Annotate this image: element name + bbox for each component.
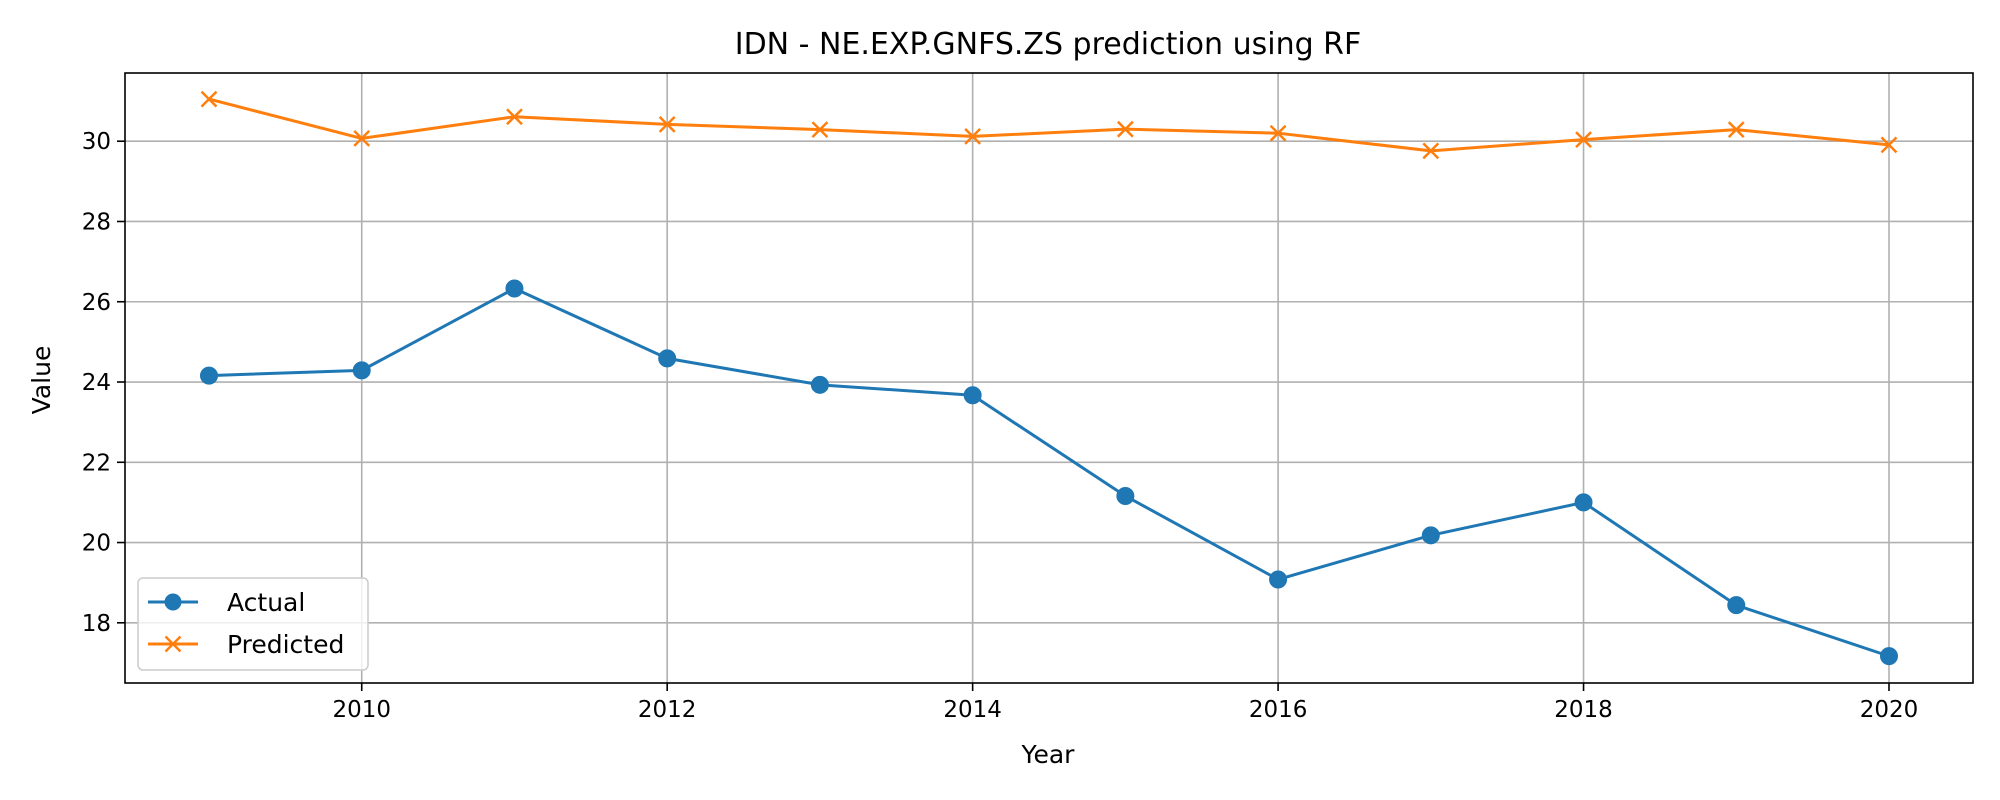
x-axis-label: Year	[1021, 740, 1076, 769]
legend-predicted-label: Predicted	[227, 630, 344, 659]
actual-data-point	[1880, 647, 1898, 666]
actual-data-point	[1269, 570, 1288, 589]
actual-data-point	[963, 386, 982, 405]
actual-data-point	[658, 349, 677, 368]
predicted-series-line	[208, 97, 1890, 153]
series-layer	[200, 90, 1898, 666]
predicted-data-point	[1116, 120, 1134, 138]
predicted-data-point	[1269, 124, 1287, 142]
y-tick-label: 26	[82, 290, 111, 316]
actual-data-point	[1574, 493, 1593, 512]
predicted-data-point	[811, 121, 829, 138]
actual-data-point	[352, 361, 371, 380]
plot-frame	[124, 72, 1974, 684]
chart-title: IDN - NE.EXP.GNFS.ZS prediction using RF	[735, 27, 1362, 62]
legend-actual-marker	[164, 593, 182, 611]
x-tick-label: 2020	[1860, 697, 1919, 723]
y-tick-label: 30	[82, 129, 111, 155]
predicted-data-point	[200, 90, 218, 108]
y-tick-label: 24	[82, 370, 111, 396]
predicted-data-point	[658, 115, 676, 133]
legend: Actual Predicted	[137, 577, 369, 671]
x-tick-label: 2018	[1554, 697, 1613, 723]
y-tick-label: 20	[82, 531, 111, 557]
grid	[125, 73, 1973, 683]
predicted-data-point	[1880, 136, 1898, 154]
y-tick-label: 18	[82, 611, 111, 637]
actual-series-line	[208, 287, 1890, 658]
axes: 2010 2012 2014 2016 2018 2020 18 20 22 24 26 28 30	[82, 129, 1919, 723]
x-tick-label: 2016	[1249, 697, 1308, 723]
legend-predicted-marker	[164, 635, 182, 653]
x-tick-label: 2014	[943, 697, 1002, 723]
actual-data-point	[200, 366, 218, 385]
y-tick-label: 22	[82, 450, 111, 476]
actual-data-point	[505, 279, 524, 298]
predicted-data-point	[1422, 142, 1440, 160]
x-tick-label: 2012	[638, 697, 697, 723]
predicted-data-point	[964, 128, 982, 145]
actual-data-point	[1116, 486, 1135, 505]
actual-data-point	[1727, 596, 1746, 615]
predicted-data-point	[506, 108, 523, 126]
predicted-data-point	[353, 130, 371, 147]
x-tick-label: 2010	[332, 697, 391, 723]
predicted-data-point	[1727, 121, 1745, 138]
actual-data-point	[810, 375, 829, 394]
legend-actual-label: Actual	[227, 588, 305, 617]
y-axis-label: Value	[27, 346, 56, 415]
actual-data-point	[1421, 526, 1440, 545]
predicted-data-point	[1575, 131, 1592, 149]
y-tick-label: 28	[82, 209, 111, 235]
